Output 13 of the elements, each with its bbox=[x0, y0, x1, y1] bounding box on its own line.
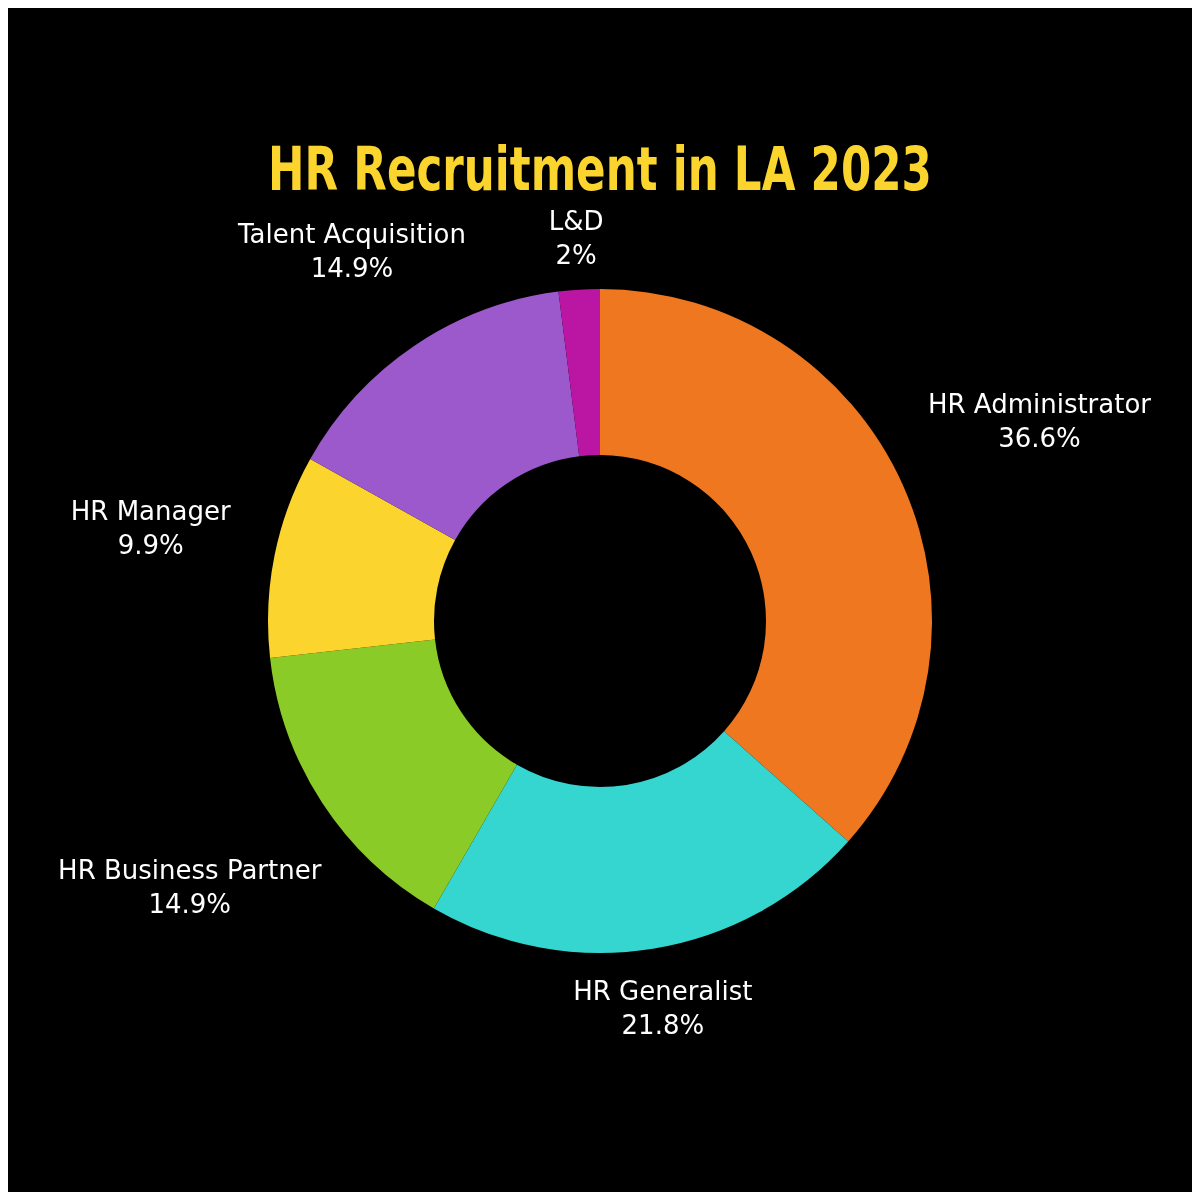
slice-label: HR Manager bbox=[70, 496, 231, 527]
slice-label: Talent Acquisition bbox=[236, 218, 466, 249]
data-label: 14.9% bbox=[310, 252, 394, 283]
data-label: 2% bbox=[555, 239, 597, 270]
slice-label: HR Business Partner bbox=[58, 854, 322, 885]
data-label: 14.9% bbox=[148, 888, 232, 919]
slice-label: HR Administrator bbox=[927, 389, 1152, 420]
slice-label: L&D bbox=[548, 205, 604, 236]
chart-title: HR Recruitment in LA 2023 bbox=[268, 133, 932, 204]
data-label: 36.6% bbox=[998, 423, 1081, 454]
data-label: 9.9% bbox=[117, 530, 184, 561]
data-label: 21.8% bbox=[621, 1010, 705, 1040]
slice-label: HR Generalist bbox=[573, 976, 753, 1006]
